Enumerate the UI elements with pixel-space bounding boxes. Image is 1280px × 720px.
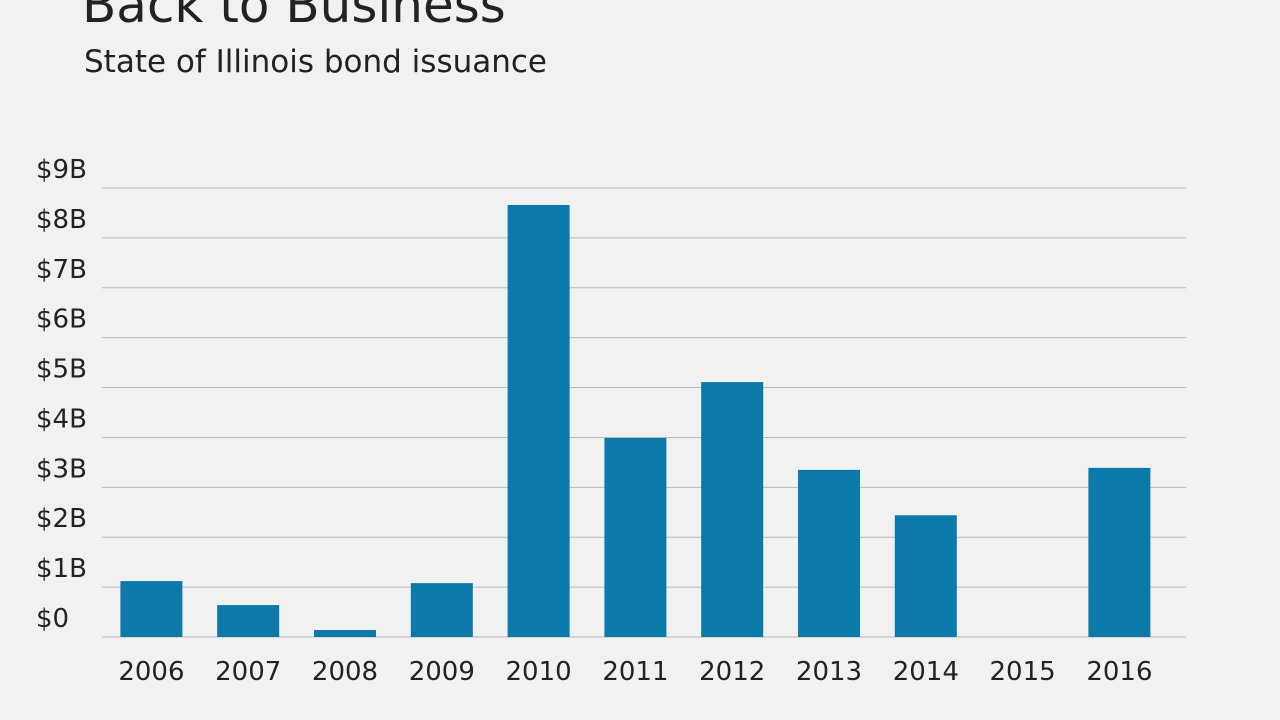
bar	[314, 630, 376, 637]
y-tick-label: $4B	[36, 404, 87, 434]
x-tick-label: 2012	[699, 657, 765, 687]
x-tick-label: 2016	[1086, 657, 1152, 687]
y-tick-label: $9B	[36, 155, 87, 185]
x-tick-label: 2006	[118, 657, 184, 687]
x-tick-label: 2008	[312, 657, 378, 687]
bar	[217, 605, 280, 637]
y-tick-label: $6B	[36, 305, 87, 335]
y-tick-label: $5B	[36, 355, 87, 385]
y-tick-label: $2B	[36, 504, 87, 534]
bar	[798, 469, 860, 637]
y-tick-label: $0	[36, 604, 69, 634]
bar	[604, 437, 667, 637]
bar	[701, 382, 764, 637]
x-tick-label: 2009	[409, 657, 475, 687]
bar	[894, 515, 957, 637]
x-tick-label: 2014	[893, 657, 959, 687]
chart-subtitle: State of Illinois bond issuance	[84, 44, 547, 80]
bar	[507, 204, 570, 637]
x-tick-label: 2010	[506, 657, 572, 687]
y-tick-label: $8B	[36, 205, 87, 235]
y-tick-label: $1B	[36, 554, 87, 584]
x-tick-label: 2011	[602, 657, 668, 687]
chart-title: Back to Business	[82, 0, 506, 34]
bar	[410, 583, 473, 637]
x-tick-label: 2013	[796, 657, 862, 687]
bar	[120, 581, 183, 637]
bar	[1088, 467, 1151, 637]
y-tick-label: $7B	[36, 255, 87, 285]
y-tick-label: $3B	[36, 454, 87, 484]
x-tick-label: 2015	[990, 657, 1056, 687]
x-tick-label: 2007	[215, 657, 281, 687]
